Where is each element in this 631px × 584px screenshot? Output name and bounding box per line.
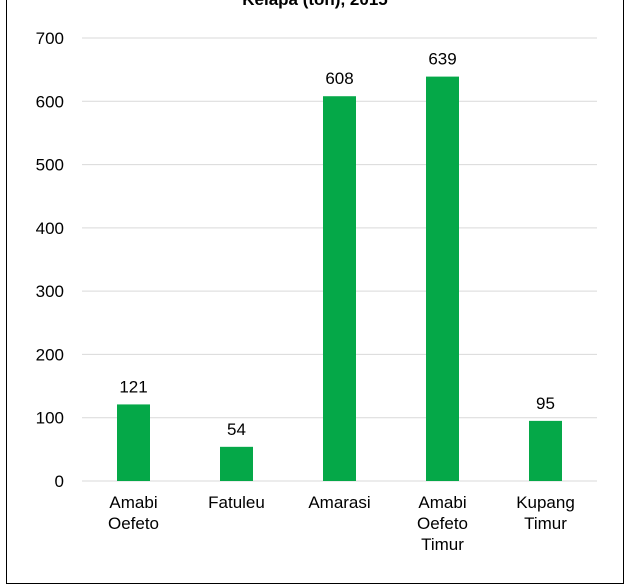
- x-category-label-line: Amabi: [418, 493, 466, 512]
- x-category-label-line: Oefeto: [108, 514, 159, 533]
- y-tick-label: 600: [36, 92, 64, 111]
- x-category-label-line: Kupang: [516, 493, 575, 512]
- y-tick-label: 300: [36, 282, 64, 301]
- data-label: 54: [227, 420, 246, 439]
- x-category-label-line: Oefeto: [417, 514, 468, 533]
- bar: [529, 420, 562, 481]
- y-tick-label: 200: [36, 345, 64, 364]
- y-tick-label: 0: [55, 472, 64, 491]
- bar: [117, 404, 150, 481]
- data-label: 639: [428, 50, 456, 69]
- y-tick-label: 100: [36, 409, 64, 428]
- bar: [323, 96, 356, 482]
- bar: [426, 76, 459, 482]
- x-category-label: Kupang Timur: [516, 493, 575, 533]
- x-category-label-line: Amarasi: [308, 493, 370, 512]
- x-category-label-line: Fatuleu: [208, 493, 265, 512]
- x-category-label-line: Timur: [421, 535, 464, 554]
- chart-frame: [6, 0, 624, 584]
- bar: [220, 446, 253, 481]
- x-category-label-line: Timur: [524, 514, 567, 533]
- x-category-label: Amabi Oefeto: [108, 493, 159, 533]
- x-category-label: Fatuleu: [208, 493, 265, 512]
- chart-title: Kelapa (ton), 2015: [242, 0, 388, 9]
- y-tick-label: 400: [36, 219, 64, 238]
- x-category-label: Amabi Oefeto Timur: [417, 493, 468, 554]
- x-category-label: Amarasi: [308, 493, 370, 512]
- y-tick-label: 500: [36, 156, 64, 175]
- y-tick-label: 700: [36, 29, 64, 48]
- data-label: 608: [325, 69, 353, 88]
- data-label: 95: [536, 394, 555, 413]
- data-label: 121: [119, 377, 147, 396]
- x-category-label-line: Amabi: [109, 493, 157, 512]
